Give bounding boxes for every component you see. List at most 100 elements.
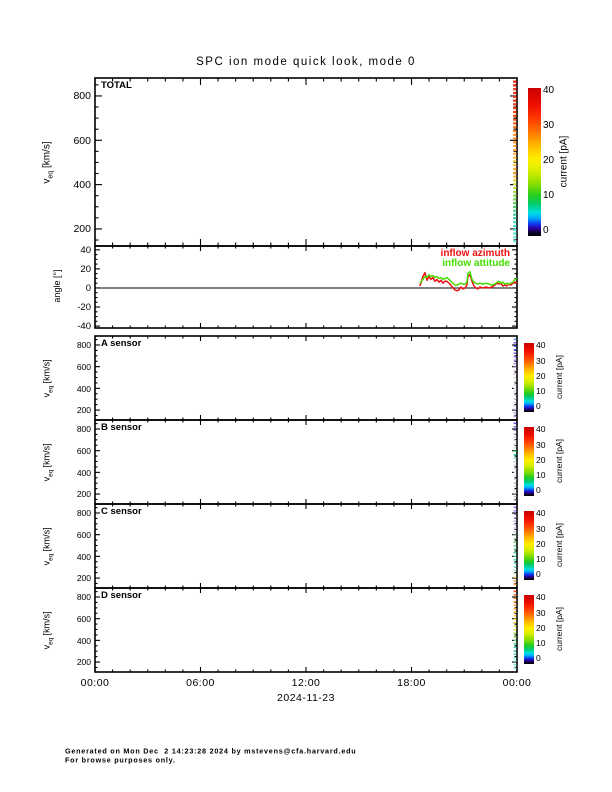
y-axis-title-units: [km/s] xyxy=(41,443,52,471)
colorbar-tick-label: 30 xyxy=(543,119,555,131)
colorbar-tick-label: 0 xyxy=(536,485,541,496)
y-tick-label: 600 xyxy=(76,361,91,372)
y-axis-title-text: v xyxy=(41,645,52,650)
series-inflow-attitude xyxy=(419,270,518,286)
y-tick-label: 400 xyxy=(76,383,91,394)
y-tick-label: 400 xyxy=(76,551,91,562)
panel-border-a xyxy=(94,335,518,421)
y-tick-label: 200 xyxy=(76,657,91,668)
y-axis-title-subscript: eq xyxy=(47,470,55,478)
panel-label-total: TOTAL xyxy=(101,80,132,91)
colorbar xyxy=(524,427,534,496)
panel-border-b xyxy=(94,419,518,505)
y-axis-title-text: v xyxy=(41,561,52,566)
y-tick-label: -20 xyxy=(77,301,91,313)
y-tick-label: 800 xyxy=(76,592,91,603)
y-tick-label: 400 xyxy=(76,467,91,478)
colorbar-tick-label: 0 xyxy=(536,401,541,412)
y-axis-title-text: v xyxy=(41,178,53,184)
y-axis-title-units: [km/s] xyxy=(41,527,52,555)
panel-border-d xyxy=(94,587,518,673)
y-tick-label: 200 xyxy=(73,223,91,236)
colorbar-tick-label: 40 xyxy=(543,84,555,96)
tick-marks-total xyxy=(94,78,518,246)
x-tick-label: 00:00 xyxy=(502,677,532,689)
series-inflow-azimuth xyxy=(419,271,518,292)
colorbar-title: current [pA] xyxy=(554,523,564,567)
x-tick-label: 18:00 xyxy=(397,677,426,689)
y-tick-label: 200 xyxy=(76,573,91,584)
colorbar xyxy=(524,595,534,664)
tick-marks-c xyxy=(94,504,518,588)
y-axis-title-subscript: eq xyxy=(47,386,55,394)
y-tick-label: 800 xyxy=(76,340,91,351)
colorbar xyxy=(528,88,541,236)
y-axis-title-units: [km/s] xyxy=(41,359,52,387)
colorbar-tick-label: 10 xyxy=(536,638,546,649)
y-tick-label: 600 xyxy=(73,134,91,147)
colorbar-tick-label: 30 xyxy=(536,355,546,366)
colorbar-title: current [pA] xyxy=(558,135,570,187)
colorbar-tick-label: 40 xyxy=(536,508,546,519)
colorbar-tick-label: 10 xyxy=(536,470,546,481)
tick-marks-b xyxy=(94,420,518,504)
y-tick-label: 200 xyxy=(76,489,91,500)
y-axis-title-total: veq [km/s] xyxy=(42,102,55,222)
y-tick-label: 0 xyxy=(85,282,91,294)
y-axis-title-units: [km/s] xyxy=(41,611,52,639)
colorbar-tick-label: 20 xyxy=(543,154,555,166)
footer-browse-line: For browse purposes only. xyxy=(65,756,176,765)
colorbar-tick-label: 10 xyxy=(543,189,555,201)
y-tick-label: 40 xyxy=(80,244,91,256)
colorbar-tick-label: 10 xyxy=(536,554,546,565)
legend-inflow-attitude: inflow attitude xyxy=(442,258,510,269)
y-axis-title-units: [km/s] xyxy=(41,140,53,171)
y-tick-label: 20 xyxy=(80,263,91,275)
y-tick-label: 600 xyxy=(76,529,91,540)
y-axis-title-subscript: eq xyxy=(47,554,55,562)
colorbar-tick-label: 20 xyxy=(536,622,546,633)
colorbar-tick-label: 20 xyxy=(536,538,546,549)
chart-title: SPC ion mode quick look, mode 0 xyxy=(196,56,416,68)
x-tick-label: 06:00 xyxy=(186,677,215,689)
x-tick-label: 00:00 xyxy=(80,677,110,689)
panel-label-a: A sensor xyxy=(101,338,142,349)
colorbar-tick-label: 30 xyxy=(536,523,546,534)
colorbar-tick-label: 20 xyxy=(536,370,546,381)
colorbar-tick-label: 0 xyxy=(536,569,541,580)
tick-marks-angle xyxy=(94,246,518,328)
colorbar-tick-label: 0 xyxy=(543,224,549,236)
y-tick-label: 600 xyxy=(76,613,91,624)
x-axis-date-label: 2024-11-23 xyxy=(277,692,335,704)
footer-generated-line: Generated on Mon Dec 2 14:23:28 2024 by … xyxy=(65,747,357,756)
y-axis-title-text: angle [°] xyxy=(52,269,62,303)
legend-inflow-azimuth: inflow azimuth xyxy=(440,248,510,259)
tick-marks-a xyxy=(94,336,518,420)
tick-marks-d xyxy=(94,588,518,672)
panel-label-b: B sensor xyxy=(101,422,142,433)
y-tick-label: 200 xyxy=(76,405,91,416)
panel-border-total xyxy=(94,77,518,247)
colorbar xyxy=(524,343,534,412)
colorbar-title: current [pA] xyxy=(554,607,564,651)
colorbar-title: current [pA] xyxy=(554,439,564,483)
colorbar-tick-label: 0 xyxy=(536,653,541,664)
y-tick-label: 800 xyxy=(73,90,91,103)
y-axis-title-subscript: eq xyxy=(47,170,55,179)
y-tick-label: 600 xyxy=(76,445,91,456)
colorbar-tick-label: 40 xyxy=(536,340,546,351)
x-tick-label: 12:00 xyxy=(291,677,321,689)
y-axis-title-text: v xyxy=(41,477,52,482)
y-tick-label: 800 xyxy=(76,424,91,435)
panel-label-c: C sensor xyxy=(101,506,142,517)
panel-border-c xyxy=(94,503,518,589)
colorbar-tick-label: 30 xyxy=(536,439,546,450)
y-tick-label: 800 xyxy=(76,508,91,519)
y-tick-label: -40 xyxy=(77,320,91,332)
y-tick-label: 400 xyxy=(73,178,91,191)
colorbar-tick-label: 10 xyxy=(536,386,546,397)
colorbar-tick-label: 40 xyxy=(536,592,546,603)
panel-label-d: D sensor xyxy=(101,590,142,601)
